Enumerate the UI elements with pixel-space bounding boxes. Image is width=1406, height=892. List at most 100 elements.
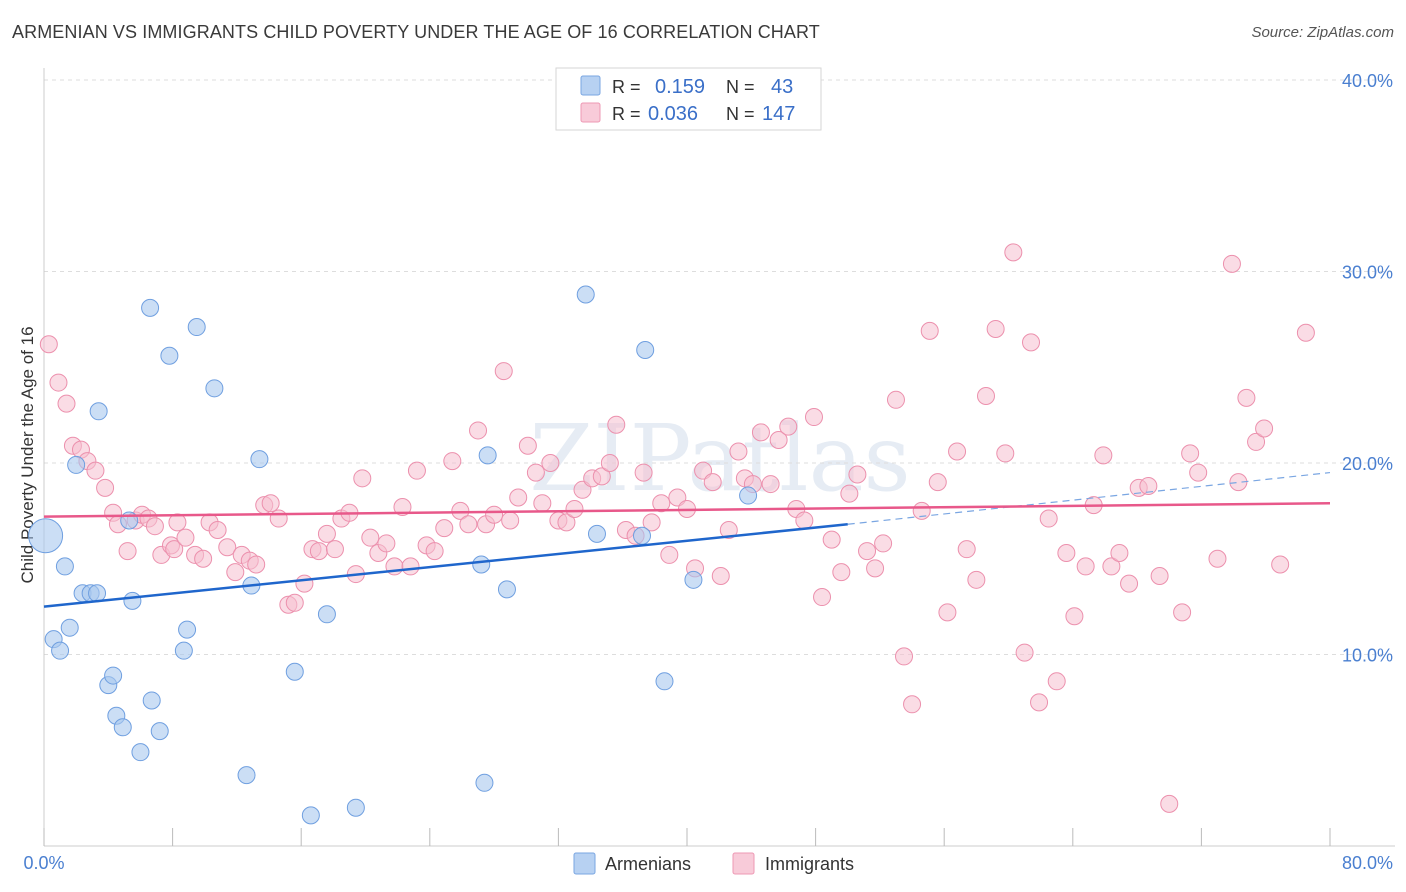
immigrants-point	[469, 421, 488, 440]
immigrants-point	[1222, 254, 1241, 273]
immigrants-point	[813, 588, 832, 607]
immigrants-point	[541, 454, 560, 472]
bottom-legend-immigrants-swatch	[732, 852, 755, 875]
y-tick-label-2: 30.0%	[1342, 263, 1393, 283]
immigrants-point	[938, 603, 957, 622]
immigrants-point	[494, 362, 513, 381]
immigrants-point	[986, 319, 1005, 338]
immigrants-point	[443, 452, 462, 471]
legend-immigrants-n-value: 147	[762, 103, 795, 125]
immigrants-point	[168, 513, 187, 532]
immigrants-point	[1173, 603, 1192, 622]
armenians-point	[205, 379, 224, 398]
armenians-point	[113, 718, 132, 737]
immigrants-point	[1110, 544, 1129, 563]
immigrants-point	[957, 540, 976, 559]
immigrants-point	[247, 555, 266, 574]
armenians-point	[60, 618, 79, 637]
armenians-point	[576, 285, 595, 304]
immigrants-point	[1189, 463, 1208, 482]
immigrants-point	[1094, 446, 1113, 465]
immigrants-point	[425, 542, 444, 561]
immigrants-points	[39, 243, 1315, 813]
immigrants-point	[435, 519, 454, 538]
immigrants-point	[573, 480, 592, 499]
bottom-legend-armenians-swatch	[573, 852, 596, 875]
immigrants-point	[86, 461, 105, 480]
immigrants-point	[145, 517, 164, 536]
armenians-point	[250, 450, 269, 469]
axes	[43, 68, 1395, 847]
immigrants-point	[804, 408, 823, 427]
x-tick-label-1: 80.0%	[1342, 853, 1393, 873]
immigrants-point	[509, 488, 528, 507]
armenians-point	[739, 486, 758, 505]
armenians-point	[67, 455, 86, 474]
armenians-point	[150, 722, 169, 741]
y-tick-label-3: 40.0%	[1342, 71, 1393, 91]
legend-immigrants-r-value: 0.036	[648, 103, 698, 125]
immigrants-point	[694, 461, 713, 480]
y-tick-label-0: 10.0%	[1342, 646, 1393, 666]
immigrants-point	[761, 475, 780, 494]
immigrants-point	[401, 557, 420, 576]
immigrants-point	[317, 524, 336, 543]
immigrants-point	[719, 521, 738, 540]
chart-source: Source: ZipAtlas.com	[1251, 24, 1394, 41]
immigrants-point	[377, 534, 396, 553]
immigrants-point	[634, 463, 653, 482]
immigrants-point	[751, 423, 770, 442]
immigrants-point	[407, 461, 426, 480]
armenians-point	[478, 446, 497, 465]
immigrants-point	[565, 499, 584, 518]
immigrants-point	[1150, 566, 1169, 585]
immigrants-point	[1296, 323, 1315, 342]
armenians-point	[141, 298, 160, 317]
immigrants-point	[840, 484, 859, 503]
chart-title: ARMENIAN VS IMMIGRANTS CHILD POVERTY UND…	[12, 22, 820, 42]
immigrants-point	[557, 513, 576, 532]
immigrants-point	[967, 570, 986, 589]
immigrants-point	[118, 542, 137, 561]
immigrants-point	[226, 563, 245, 582]
immigrants-point	[920, 321, 939, 340]
immigrants-point	[194, 549, 213, 568]
armenians-point	[89, 402, 108, 421]
immigrants-point	[1022, 333, 1041, 352]
bottom-legend-armenians: Armenians	[605, 854, 691, 874]
immigrants-point	[703, 473, 722, 492]
armenians-point	[51, 641, 70, 660]
armenians-point	[237, 766, 256, 785]
immigrants-point	[866, 559, 885, 578]
armenians-point	[142, 691, 161, 710]
immigrants-point	[1030, 693, 1049, 712]
immigrants-point	[39, 335, 58, 354]
immigrants-trend-line	[43, 501, 1331, 518]
x-tick-label-0: 0.0%	[23, 853, 64, 873]
bottom-legend-immigrants: Immigrants	[765, 854, 854, 874]
armenians-point	[104, 666, 123, 685]
armenians-trend-extension	[847, 471, 1331, 525]
immigrants-point	[501, 511, 520, 530]
immigrants-point	[928, 473, 947, 492]
immigrants-point	[886, 390, 905, 409]
armenians-point	[684, 570, 703, 589]
immigrants-point	[996, 444, 1015, 463]
legend-armenians-n-label: N =	[726, 77, 755, 97]
immigrants-point	[459, 515, 478, 534]
immigrants-point	[218, 538, 237, 557]
immigrants-point	[895, 647, 914, 666]
immigrants-point	[518, 436, 537, 455]
immigrants-point	[533, 494, 552, 513]
immigrants-point	[309, 542, 328, 561]
immigrants-point	[668, 488, 687, 507]
immigrants-point	[822, 530, 841, 549]
y-tick-label-1: 20.0%	[1342, 454, 1393, 474]
immigrants-point	[1057, 544, 1076, 563]
immigrants-point	[295, 574, 314, 593]
immigrants-point	[261, 494, 280, 513]
immigrants-point	[96, 478, 115, 497]
immigrants-point	[858, 542, 877, 561]
armenians-point	[317, 605, 336, 624]
armenians-point	[497, 580, 516, 599]
